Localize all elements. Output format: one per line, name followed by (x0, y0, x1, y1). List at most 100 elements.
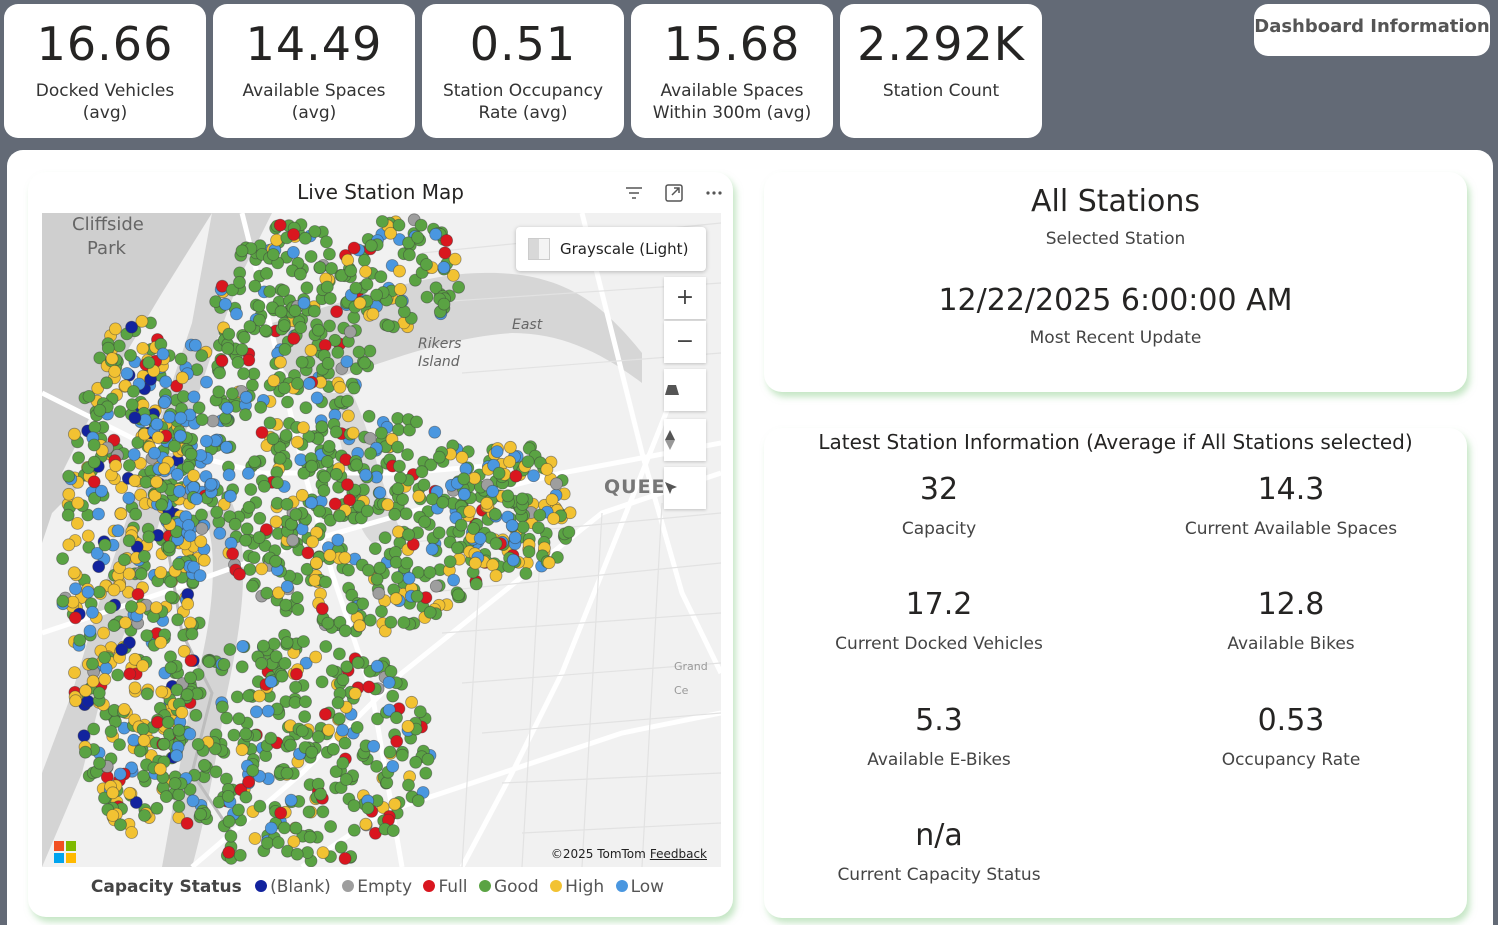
station-marker[interactable] (506, 553, 520, 567)
station-marker[interactable] (338, 551, 352, 565)
station-marker[interactable] (452, 280, 466, 294)
station-marker[interactable] (174, 352, 188, 366)
station-marker[interactable] (183, 616, 197, 630)
station-marker[interactable] (311, 323, 325, 337)
station-marker[interactable] (244, 483, 258, 496)
station-marker[interactable] (120, 367, 134, 380)
station-marker[interactable] (159, 790, 173, 803)
station-marker[interactable] (527, 469, 541, 483)
station-marker[interactable] (248, 279, 262, 293)
station-marker[interactable] (391, 482, 405, 496)
station-marker[interactable] (73, 633, 87, 647)
station-marker[interactable] (280, 636, 294, 650)
station-marker[interactable] (402, 528, 415, 542)
station-marker[interactable] (440, 234, 454, 247)
station-marker[interactable] (488, 507, 502, 521)
station-marker[interactable] (227, 728, 241, 742)
station-marker[interactable] (150, 417, 164, 431)
station-marker[interactable] (171, 613, 185, 627)
station-marker[interactable] (105, 352, 119, 366)
station-marker[interactable] (150, 475, 163, 489)
station-marker[interactable] (353, 619, 367, 633)
station-marker[interactable] (455, 450, 469, 464)
station-marker[interactable] (509, 469, 523, 483)
station-marker[interactable] (270, 476, 284, 490)
select-icon[interactable] (664, 467, 706, 509)
station-marker[interactable] (324, 820, 338, 833)
station-marker[interactable] (107, 619, 121, 633)
station-marker[interactable] (490, 445, 504, 459)
zoom-out-icon[interactable]: − (664, 321, 706, 363)
station-marker[interactable] (86, 657, 99, 671)
station-marker[interactable] (290, 591, 304, 604)
station-marker[interactable] (172, 557, 186, 571)
station-marker[interactable] (469, 577, 483, 591)
station-marker[interactable] (182, 519, 195, 532)
station-marker[interactable] (155, 498, 168, 512)
station-marker[interactable] (383, 745, 397, 759)
station-marker[interactable] (128, 681, 142, 695)
station-marker[interactable] (242, 353, 256, 367)
station-marker[interactable] (180, 817, 194, 830)
station-marker[interactable] (415, 465, 429, 479)
station-marker[interactable] (233, 848, 247, 862)
station-marker[interactable] (280, 580, 294, 594)
station-marker[interactable] (186, 794, 200, 808)
station-marker[interactable] (279, 598, 293, 612)
station-marker[interactable] (446, 269, 460, 282)
station-marker[interactable] (403, 423, 416, 437)
station-marker[interactable] (98, 538, 112, 552)
station-marker[interactable] (134, 567, 148, 581)
station-marker[interactable] (437, 261, 451, 274)
station-marker[interactable] (223, 643, 237, 656)
station-marker[interactable] (81, 694, 95, 708)
station-marker[interactable] (297, 635, 310, 648)
map-style-picker[interactable]: Grayscale (Light) (516, 227, 706, 271)
station-marker[interactable] (88, 420, 102, 434)
station-marker[interactable] (384, 665, 398, 678)
station-marker[interactable] (184, 654, 198, 668)
station-marker[interactable] (170, 749, 184, 763)
station-marker[interactable] (432, 450, 446, 464)
station-marker[interactable] (368, 542, 382, 556)
station-marker[interactable] (100, 376, 113, 390)
station-marker[interactable] (113, 738, 126, 751)
station-marker[interactable] (401, 448, 414, 462)
station-marker[interactable] (219, 772, 233, 786)
station-marker[interactable] (72, 451, 85, 465)
kpi-card-spaces-300m[interactable]: 15.68 Available Spaces Within 300m (avg) (631, 4, 833, 138)
station-marker[interactable] (71, 496, 85, 510)
station-marker[interactable] (239, 727, 253, 741)
station-marker[interactable] (82, 389, 96, 403)
legend-item-full[interactable]: Full (423, 877, 468, 897)
station-marker[interactable] (95, 484, 108, 498)
station-marker[interactable] (125, 600, 138, 613)
station-marker[interactable] (340, 355, 354, 369)
station-marker[interactable] (531, 521, 545, 535)
station-marker[interactable] (269, 650, 283, 663)
station-marker[interactable] (252, 313, 266, 327)
station-marker[interactable] (290, 847, 304, 861)
station-marker[interactable] (370, 288, 384, 302)
station-marker[interactable] (122, 567, 136, 581)
station-marker[interactable] (394, 295, 408, 308)
station-marker[interactable] (69, 694, 82, 708)
station-marker[interactable] (233, 275, 246, 289)
station-marker[interactable] (187, 390, 201, 404)
station-marker[interactable] (409, 755, 423, 769)
station-marker[interactable] (301, 546, 315, 560)
station-marker[interactable] (142, 530, 156, 544)
station-marker[interactable] (87, 438, 101, 452)
station-marker[interactable] (313, 504, 326, 518)
station-marker[interactable] (503, 455, 517, 469)
station-marker[interactable] (399, 507, 413, 521)
station-marker[interactable] (127, 384, 140, 398)
station-marker[interactable] (332, 712, 346, 726)
station-marker[interactable] (235, 343, 249, 356)
station-marker[interactable] (393, 471, 407, 485)
station-marker[interactable] (308, 573, 322, 587)
station-marker[interactable] (392, 218, 406, 232)
station-marker[interactable] (148, 489, 162, 503)
station-marker[interactable] (336, 673, 350, 687)
station-marker[interactable] (245, 378, 259, 392)
